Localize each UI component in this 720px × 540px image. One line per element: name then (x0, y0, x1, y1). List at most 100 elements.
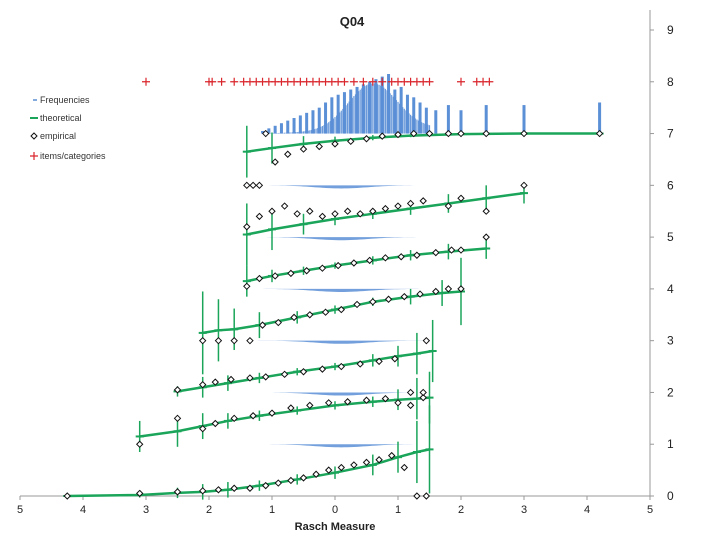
empirical-point (482, 233, 490, 241)
empirical-point (324, 399, 333, 407)
x-tick-label: 0 (332, 504, 338, 516)
legend-empirical-swatch (30, 132, 38, 140)
empirical-point (274, 479, 283, 487)
y-tick-label: 8 (667, 75, 674, 89)
empirical-point (331, 210, 339, 218)
empirical-point (337, 463, 346, 472)
empirical-point (302, 267, 311, 275)
empirical-point (384, 295, 393, 303)
empirical-point (312, 470, 320, 478)
empirical-point (271, 272, 279, 280)
empirical-point (211, 419, 220, 428)
x-tick-label: 5 (647, 504, 653, 516)
empirical-point (135, 489, 144, 498)
empirical-point (255, 212, 264, 221)
empirical-point (353, 300, 361, 309)
empirical-point (230, 484, 238, 492)
empirical-point (419, 197, 427, 205)
empirical-point (419, 393, 427, 402)
empirical-point (457, 246, 465, 254)
empirical-point (243, 282, 251, 291)
empirical-point (214, 486, 223, 494)
x-tick-label: 2 (458, 504, 464, 516)
empirical-point (520, 129, 528, 138)
legend-theoretical-label: theoretical (40, 113, 82, 123)
empirical-point (299, 145, 308, 153)
empirical-point (249, 181, 257, 190)
empirical-point (255, 181, 264, 190)
theoretical-line (139, 396, 430, 438)
legend-items-swatch (30, 152, 38, 160)
empirical-point (243, 223, 251, 231)
empirical-point (271, 158, 279, 166)
item-category-marker (368, 77, 377, 86)
empirical-point (381, 204, 390, 213)
empirical-point (432, 287, 440, 296)
empirical-point (280, 370, 289, 379)
empirical-point (362, 396, 371, 404)
frequency-bars (258, 74, 602, 134)
empirical-point (444, 285, 453, 293)
theoretical-line (246, 247, 487, 283)
item-category-marker (142, 77, 150, 86)
empirical-point (350, 461, 358, 469)
empirical-point (318, 264, 327, 272)
empirical-point (391, 355, 399, 363)
empirical-point (211, 378, 220, 386)
empirical-point (246, 374, 254, 382)
empirical-point (173, 414, 182, 423)
empirical-point (214, 336, 223, 345)
empirical-point (356, 210, 364, 218)
empirical-point (268, 409, 276, 417)
empirical-point (381, 394, 390, 403)
empirical-point (457, 194, 465, 202)
empirical-point (331, 140, 339, 148)
empirical-point (410, 129, 418, 138)
empirical-series (63, 129, 604, 500)
y-tick-label: 4 (667, 282, 674, 296)
empirical-point (343, 207, 352, 215)
empirical-point (406, 388, 415, 397)
empirical-point (198, 487, 207, 495)
empirical-point (378, 132, 386, 140)
y-tick-label: 5 (667, 230, 674, 244)
y-tick-label: 0 (667, 489, 674, 503)
empirical-point (306, 401, 314, 410)
empirical-point (406, 199, 415, 208)
item-category-marker (425, 77, 434, 86)
y-tick-label: 3 (667, 334, 674, 348)
empirical-point (595, 129, 604, 138)
empirical-point (173, 488, 182, 496)
legend-frequencies-label: Frequencies (40, 95, 90, 105)
empirical-point (63, 492, 71, 500)
empirical-point (432, 248, 440, 257)
empirical-point (268, 207, 276, 215)
empirical-point (400, 292, 409, 301)
x-tick-label: 4 (80, 504, 86, 516)
empirical-point (356, 360, 364, 368)
empirical-point (337, 362, 346, 371)
empirical-point (400, 463, 409, 472)
empirical-point (362, 135, 371, 143)
item-category-marker (217, 77, 226, 86)
item-category-marker (340, 77, 349, 86)
empirical-point (230, 414, 238, 423)
item-category-marker (208, 77, 217, 86)
empirical-point (198, 336, 207, 345)
category-frequency-shape (253, 392, 436, 396)
empirical-point (246, 336, 254, 345)
empirical-point (321, 308, 330, 316)
panel-frequency-shapes (253, 185, 436, 448)
empirical-point (394, 202, 402, 210)
empirical-point (422, 336, 431, 345)
empirical-point (315, 142, 323, 151)
item-category-marker (378, 77, 387, 86)
empirical-point (362, 458, 371, 467)
y-tick-label: 1 (667, 437, 674, 451)
empirical-point (290, 313, 298, 322)
empirical-point (369, 298, 377, 306)
empirical-point (482, 207, 490, 215)
y-tick-label: 2 (667, 385, 674, 399)
empirical-point (347, 137, 355, 146)
theoretical-line (246, 132, 600, 153)
